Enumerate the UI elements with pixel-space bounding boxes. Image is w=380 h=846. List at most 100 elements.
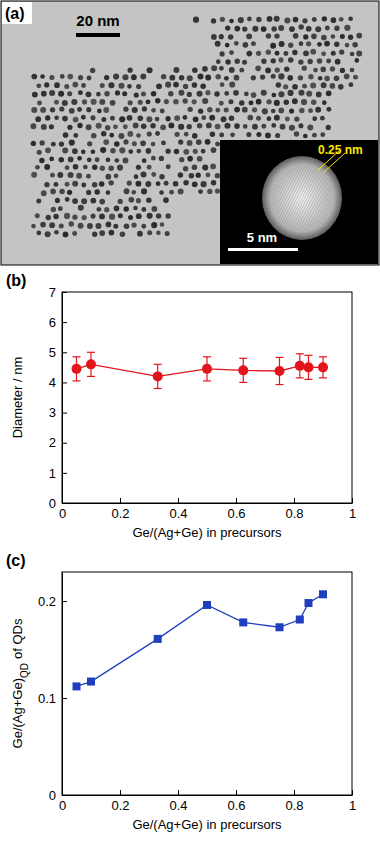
particle bbox=[50, 107, 55, 112]
fringe bbox=[177, 150, 227, 250]
fringe bbox=[294, 150, 344, 250]
particle bbox=[205, 90, 210, 95]
particle bbox=[31, 224, 36, 229]
particle bbox=[104, 91, 109, 96]
particle bbox=[224, 91, 229, 96]
particle bbox=[271, 26, 276, 31]
tick-label: 0.2 bbox=[38, 594, 56, 609]
fringe bbox=[182, 150, 232, 250]
tick-label: 3 bbox=[49, 405, 56, 420]
particle bbox=[72, 148, 78, 154]
fringe bbox=[276, 150, 326, 250]
data-point bbox=[296, 616, 304, 624]
particle bbox=[202, 98, 208, 104]
particle bbox=[135, 181, 141, 187]
fringe bbox=[190, 150, 240, 250]
particle bbox=[293, 17, 299, 23]
particle bbox=[155, 131, 160, 136]
particle bbox=[345, 43, 350, 48]
particle bbox=[72, 215, 77, 220]
fringe bbox=[203, 150, 253, 250]
particle bbox=[118, 213, 123, 218]
particle bbox=[150, 123, 156, 129]
tick: 1 bbox=[349, 498, 356, 521]
tick: 0 bbox=[49, 496, 67, 511]
particle bbox=[156, 181, 161, 186]
particle bbox=[174, 115, 180, 121]
particle bbox=[335, 59, 341, 65]
particle bbox=[91, 99, 97, 105]
particle bbox=[183, 166, 188, 171]
tick: 0.8 bbox=[285, 498, 303, 521]
particle bbox=[87, 75, 92, 80]
tick: 3 bbox=[49, 405, 67, 420]
particle bbox=[134, 92, 139, 97]
particle bbox=[234, 75, 240, 81]
particle bbox=[100, 83, 105, 88]
particle bbox=[210, 132, 215, 137]
particle bbox=[123, 124, 128, 129]
tick: 0.1 bbox=[38, 691, 67, 706]
particle bbox=[134, 174, 139, 179]
particle bbox=[136, 165, 141, 170]
particle bbox=[77, 156, 82, 161]
particle bbox=[99, 99, 105, 105]
tick-label: 1 bbox=[349, 506, 356, 521]
particle bbox=[228, 34, 233, 39]
particle bbox=[151, 156, 156, 161]
particle bbox=[49, 157, 54, 162]
particle bbox=[274, 115, 280, 121]
error-bar bbox=[319, 357, 327, 378]
y-axis: 01234567 bbox=[49, 285, 67, 511]
error-bar-cap bbox=[203, 380, 211, 381]
particle bbox=[147, 67, 153, 73]
particle bbox=[183, 180, 188, 185]
particle bbox=[219, 101, 224, 106]
error-bar-cap bbox=[87, 376, 95, 377]
particle bbox=[103, 107, 109, 113]
particle bbox=[274, 100, 280, 106]
tick: 4 bbox=[49, 375, 67, 390]
particle bbox=[32, 92, 38, 98]
particle bbox=[356, 33, 362, 39]
particle bbox=[187, 75, 193, 81]
particle bbox=[91, 149, 96, 154]
y-axis-label-part: of QDs bbox=[10, 618, 25, 659]
fringe bbox=[302, 150, 352, 250]
particle bbox=[278, 57, 283, 62]
particle bbox=[201, 149, 206, 154]
fringe bbox=[271, 150, 321, 250]
tick-label: 6 bbox=[49, 315, 56, 330]
fringe bbox=[229, 150, 279, 250]
particle bbox=[90, 198, 96, 204]
particle bbox=[124, 188, 130, 194]
error-bar-cap bbox=[154, 388, 162, 389]
particle bbox=[78, 75, 83, 80]
particle bbox=[108, 82, 114, 88]
particle bbox=[132, 141, 137, 146]
particle bbox=[298, 90, 304, 96]
particle bbox=[316, 92, 322, 98]
particle bbox=[292, 50, 297, 55]
particle bbox=[324, 41, 330, 47]
particle bbox=[109, 230, 115, 236]
tick-label: 0 bbox=[59, 798, 66, 813]
particle bbox=[46, 215, 51, 220]
particle bbox=[141, 188, 147, 194]
particle bbox=[201, 181, 207, 187]
tick: 0.6 bbox=[227, 790, 245, 813]
error-bar-cap bbox=[305, 355, 313, 356]
tick-label: 0.4 bbox=[169, 506, 187, 521]
particle bbox=[211, 34, 217, 40]
particle bbox=[275, 51, 280, 56]
particle bbox=[137, 231, 143, 237]
particle bbox=[187, 92, 192, 97]
particle bbox=[146, 99, 151, 104]
particle bbox=[229, 67, 235, 73]
particle bbox=[91, 133, 97, 139]
particle bbox=[106, 222, 112, 228]
particle bbox=[110, 116, 115, 121]
particle bbox=[192, 164, 198, 170]
particle bbox=[210, 164, 216, 170]
tick: 7 bbox=[49, 285, 67, 300]
